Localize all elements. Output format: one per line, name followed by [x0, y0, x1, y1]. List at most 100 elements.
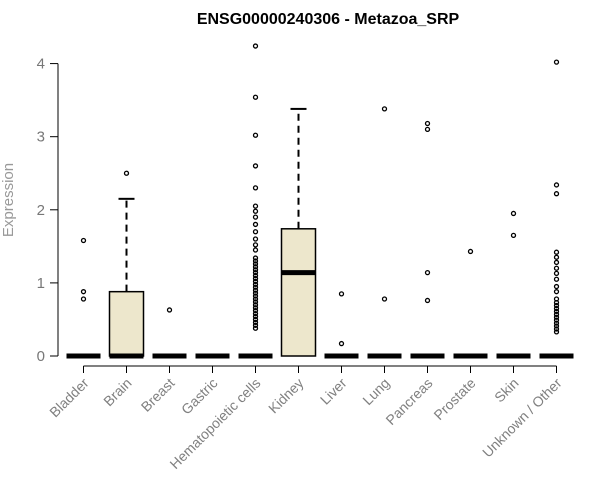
box-bladder	[66, 237, 101, 359]
outlier-point	[553, 59, 560, 65]
outlier-point	[252, 208, 259, 214]
x-tick-label: Bladder	[46, 375, 92, 421]
outlier-point	[252, 319, 259, 326]
outlier-point	[252, 316, 259, 323]
outlier-point	[252, 322, 259, 328]
box-kidney	[280, 107, 317, 357]
outlier-point	[553, 254, 560, 260]
outlier-point	[553, 311, 560, 317]
outlier-point	[252, 302, 259, 308]
outlier-point	[553, 326, 560, 332]
outlier-point	[553, 317, 560, 323]
box-pancreas	[410, 120, 445, 359]
outlier-point	[252, 132, 259, 138]
outlier-point	[252, 185, 259, 191]
iqr-box	[280, 228, 317, 357]
outlier-point	[252, 313, 259, 320]
outlier-point	[252, 221, 259, 228]
outlier-point	[553, 182, 560, 188]
outlier-point	[510, 210, 517, 217]
box-hematopoietic-cells	[238, 43, 273, 359]
box-lung	[367, 106, 402, 359]
outlier-point	[252, 267, 259, 273]
outlier-point	[252, 272, 259, 279]
outlier-point	[553, 276, 560, 282]
outlier-point	[553, 265, 560, 271]
outlier-point	[252, 163, 259, 169]
outlier-point	[553, 270, 560, 277]
y-tick-label: 4	[37, 56, 45, 73]
outlier-point	[252, 305, 259, 311]
outlier-point	[252, 236, 259, 242]
outlier-point	[467, 248, 474, 255]
outlier-point	[252, 94, 259, 100]
box-unknown-other	[539, 59, 574, 359]
y-tick-label: 0	[37, 348, 45, 365]
plot-area	[66, 43, 574, 359]
outlier-point	[252, 214, 259, 220]
outlier-point	[252, 281, 259, 288]
outlier-point	[252, 325, 259, 331]
x-tick-label: Liver	[317, 375, 350, 408]
outlier-point	[166, 307, 173, 313]
outlier-point	[252, 284, 259, 290]
outlier-point	[553, 329, 560, 335]
outlier-point	[553, 259, 560, 266]
outlier-point	[338, 291, 345, 297]
x-tick-label: Breast	[138, 375, 178, 415]
outlier-point	[252, 203, 259, 209]
outlier-point	[553, 249, 560, 255]
outlier-point	[424, 126, 431, 133]
y-axis: 0 1 2 3 4	[37, 56, 59, 365]
outlier-point	[424, 120, 431, 127]
x-tick-label: Pancreas	[382, 375, 435, 428]
outlier-point	[80, 237, 87, 244]
outlier-point	[252, 258, 259, 264]
outlier-point	[510, 232, 517, 239]
outlier-point	[252, 287, 259, 293]
outlier-point	[252, 242, 259, 248]
x-tick-label: Skin	[491, 375, 522, 406]
outlier-point	[553, 283, 560, 290]
x-tick-label: Gastric	[178, 375, 221, 418]
outlier-point	[553, 305, 560, 312]
box-liver	[324, 291, 359, 359]
outlier-point	[553, 289, 560, 295]
x-tick-label: Prostate	[430, 375, 478, 423]
outlier-point	[424, 297, 431, 304]
outlier-point	[252, 275, 259, 282]
outlier-point	[80, 289, 87, 295]
x-tick-label: Unknown / Other	[479, 375, 565, 461]
outlier-point	[252, 290, 259, 296]
outlier-point	[553, 308, 560, 315]
outlier-point	[252, 296, 259, 302]
y-tick-label: 3	[37, 129, 45, 146]
outlier-point	[252, 308, 259, 314]
y-tick-label: 2	[37, 202, 45, 219]
outlier-point	[338, 340, 345, 347]
box-prostate	[453, 248, 488, 359]
outlier-point	[252, 247, 259, 253]
box-breast	[152, 307, 187, 359]
y-axis-label: Expression	[0, 163, 17, 237]
outlier-point	[381, 296, 388, 302]
outlier-point	[381, 106, 388, 112]
outlier-point	[424, 270, 431, 276]
x-tick-label: Brain	[100, 375, 134, 409]
outlier-point	[553, 314, 560, 320]
outlier-point	[252, 310, 259, 317]
outlier-point	[553, 191, 560, 197]
y-tick-label: 1	[37, 275, 45, 292]
outlier-point	[252, 293, 259, 299]
outlier-point	[252, 270, 259, 276]
outlier-point	[553, 320, 560, 326]
outlier-point	[252, 264, 259, 270]
outlier-point	[553, 302, 560, 309]
outlier-point	[252, 278, 259, 285]
chart-title: ENSG00000240306 - Metazoa_SRP	[197, 11, 460, 28]
box-brain	[108, 170, 145, 359]
outlier-point	[252, 261, 259, 267]
outlier-point	[80, 296, 87, 302]
